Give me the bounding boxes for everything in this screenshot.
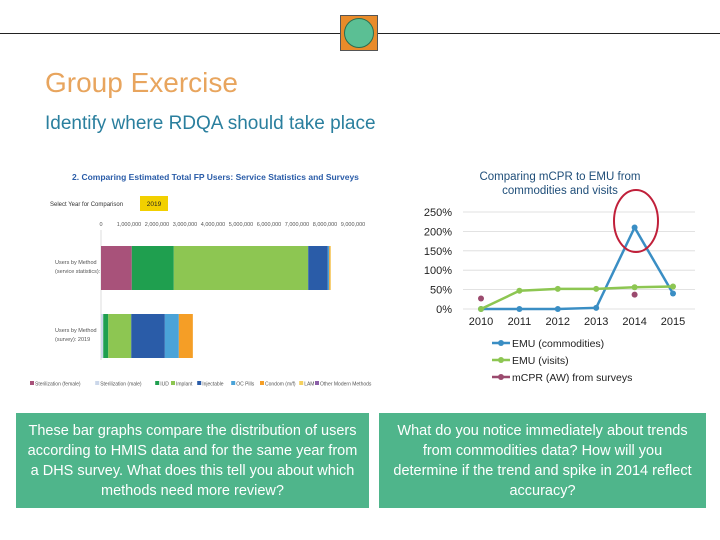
line-point	[593, 285, 600, 292]
bar-x-tick: 3,000,000	[173, 222, 197, 228]
bar-segment	[329, 246, 331, 290]
logo-box	[340, 15, 378, 51]
line-series	[481, 224, 675, 311]
bar-legend-label: Sterilization (male)	[100, 382, 142, 388]
bar-segment	[308, 246, 328, 290]
year-selector-box[interactable]	[140, 196, 168, 211]
bar-legend-label: Condom (m/f)	[265, 382, 296, 388]
bar-segment	[173, 246, 309, 290]
bar-chart-select-label: Select Year for Comparison	[50, 202, 123, 208]
bar-legend-label: Injectable	[202, 382, 224, 388]
line-chart-title-line2: commodities and visits	[502, 185, 618, 197]
line-x-tick: 2013	[584, 316, 608, 328]
line-point	[516, 306, 523, 312]
line-legend-label: EMU (commodities)	[512, 338, 604, 350]
line-point	[554, 306, 561, 312]
bar-category-label: Users by Method	[55, 260, 97, 266]
line-point	[478, 295, 484, 302]
bar-legend-label: Implant	[176, 382, 193, 388]
bar-x-tick: 2,000,000	[145, 222, 169, 228]
bar-segment	[101, 314, 104, 358]
bar-x-tick: 0	[99, 222, 102, 228]
line-y-tick: 250%	[424, 207, 452, 219]
bar-segment	[131, 314, 165, 358]
bar-legend-swatch	[231, 381, 236, 385]
bar-x-tick: 1,000,000	[117, 222, 141, 228]
bar-legend-label: OC Pills	[236, 382, 255, 388]
line-point	[478, 306, 484, 312]
bar-legend-swatch	[315, 381, 319, 385]
bar-legend-swatch	[95, 381, 100, 385]
bar-legend-label: Sterilization (female)	[35, 382, 81, 388]
bar-legend-swatch	[171, 381, 175, 385]
line-x-tick: 2012	[546, 316, 570, 328]
bar-legend-swatch	[30, 381, 34, 385]
line-series	[480, 285, 674, 311]
line-y-tick: 100%	[424, 265, 452, 277]
bar-segment	[330, 246, 331, 290]
line-point	[478, 306, 484, 312]
line-point	[631, 291, 638, 298]
line-y-tick: 150%	[424, 246, 452, 258]
line-point	[631, 284, 638, 291]
bar-legend-swatch	[197, 381, 202, 385]
line-x-tick: 2011	[508, 316, 532, 328]
bar-x-tick: 7,000,000	[285, 222, 309, 228]
bar-segment	[327, 246, 330, 290]
bar-category-label: Users by Method	[55, 328, 97, 334]
year-selector-value: 2019	[147, 201, 162, 208]
left-callout: These bar graphs compare the distributio…	[16, 413, 369, 508]
bar-category-label: (service statistics): 2019	[55, 269, 114, 275]
bar-segment	[108, 314, 132, 358]
bar-segment	[178, 314, 193, 358]
line-legend-label: mCPR (AW) from surveys	[512, 372, 632, 384]
spike-highlight-circle	[613, 189, 659, 253]
slide-title: Group Exercise	[45, 67, 238, 98]
bar-legend-label: IUD	[160, 382, 169, 388]
line-y-tick: 50%	[430, 285, 452, 297]
bar-x-tick: 9,000,000	[341, 222, 365, 228]
bar-x-tick: 4,000,000	[201, 222, 225, 228]
line-chart-title: Comparing mCPR to EMU from	[479, 171, 640, 183]
line-y-tick: 0%	[436, 304, 452, 316]
bar-segment	[101, 246, 132, 290]
bar-x-tick: 8,000,000	[313, 222, 337, 228]
bar-legend-swatch	[299, 381, 304, 385]
bar-legend-label: LAM	[304, 382, 314, 388]
bar-legend-label: Other Modern Methods	[320, 382, 372, 388]
line-x-tick: 2010	[469, 316, 493, 328]
bar-segment	[103, 314, 109, 358]
bar-category-label: (survey): 2019	[55, 337, 90, 343]
line-legend-marker	[498, 357, 504, 363]
line-point	[670, 290, 676, 297]
line-point	[516, 287, 523, 294]
line-y-tick: 200%	[424, 226, 452, 238]
line-point	[631, 224, 638, 231]
line-point	[593, 304, 600, 311]
bar-chart-title: 2. Comparing Estimated Total FP Users: S…	[72, 172, 359, 182]
line-legend-marker	[498, 374, 504, 380]
line-x-tick: 2014	[622, 316, 646, 328]
right-callout: What do you notice immediately about tre…	[379, 413, 706, 508]
logo-circle	[344, 18, 374, 48]
line-point	[670, 283, 676, 290]
bar-segment	[164, 314, 179, 358]
slide-subtitle: Identify where RDQA should take place	[45, 113, 376, 134]
bar-x-tick: 6,000,000	[257, 222, 281, 228]
bar-legend-swatch	[155, 381, 160, 385]
bar-x-tick: 5,000,000	[229, 222, 253, 228]
bar-legend-swatch	[260, 381, 264, 385]
line-point	[554, 285, 561, 292]
line-legend-marker	[498, 340, 504, 346]
line-legend-label: EMU (visits)	[512, 355, 569, 367]
line-x-tick: 2015	[661, 316, 685, 328]
bar-segment	[131, 246, 174, 290]
